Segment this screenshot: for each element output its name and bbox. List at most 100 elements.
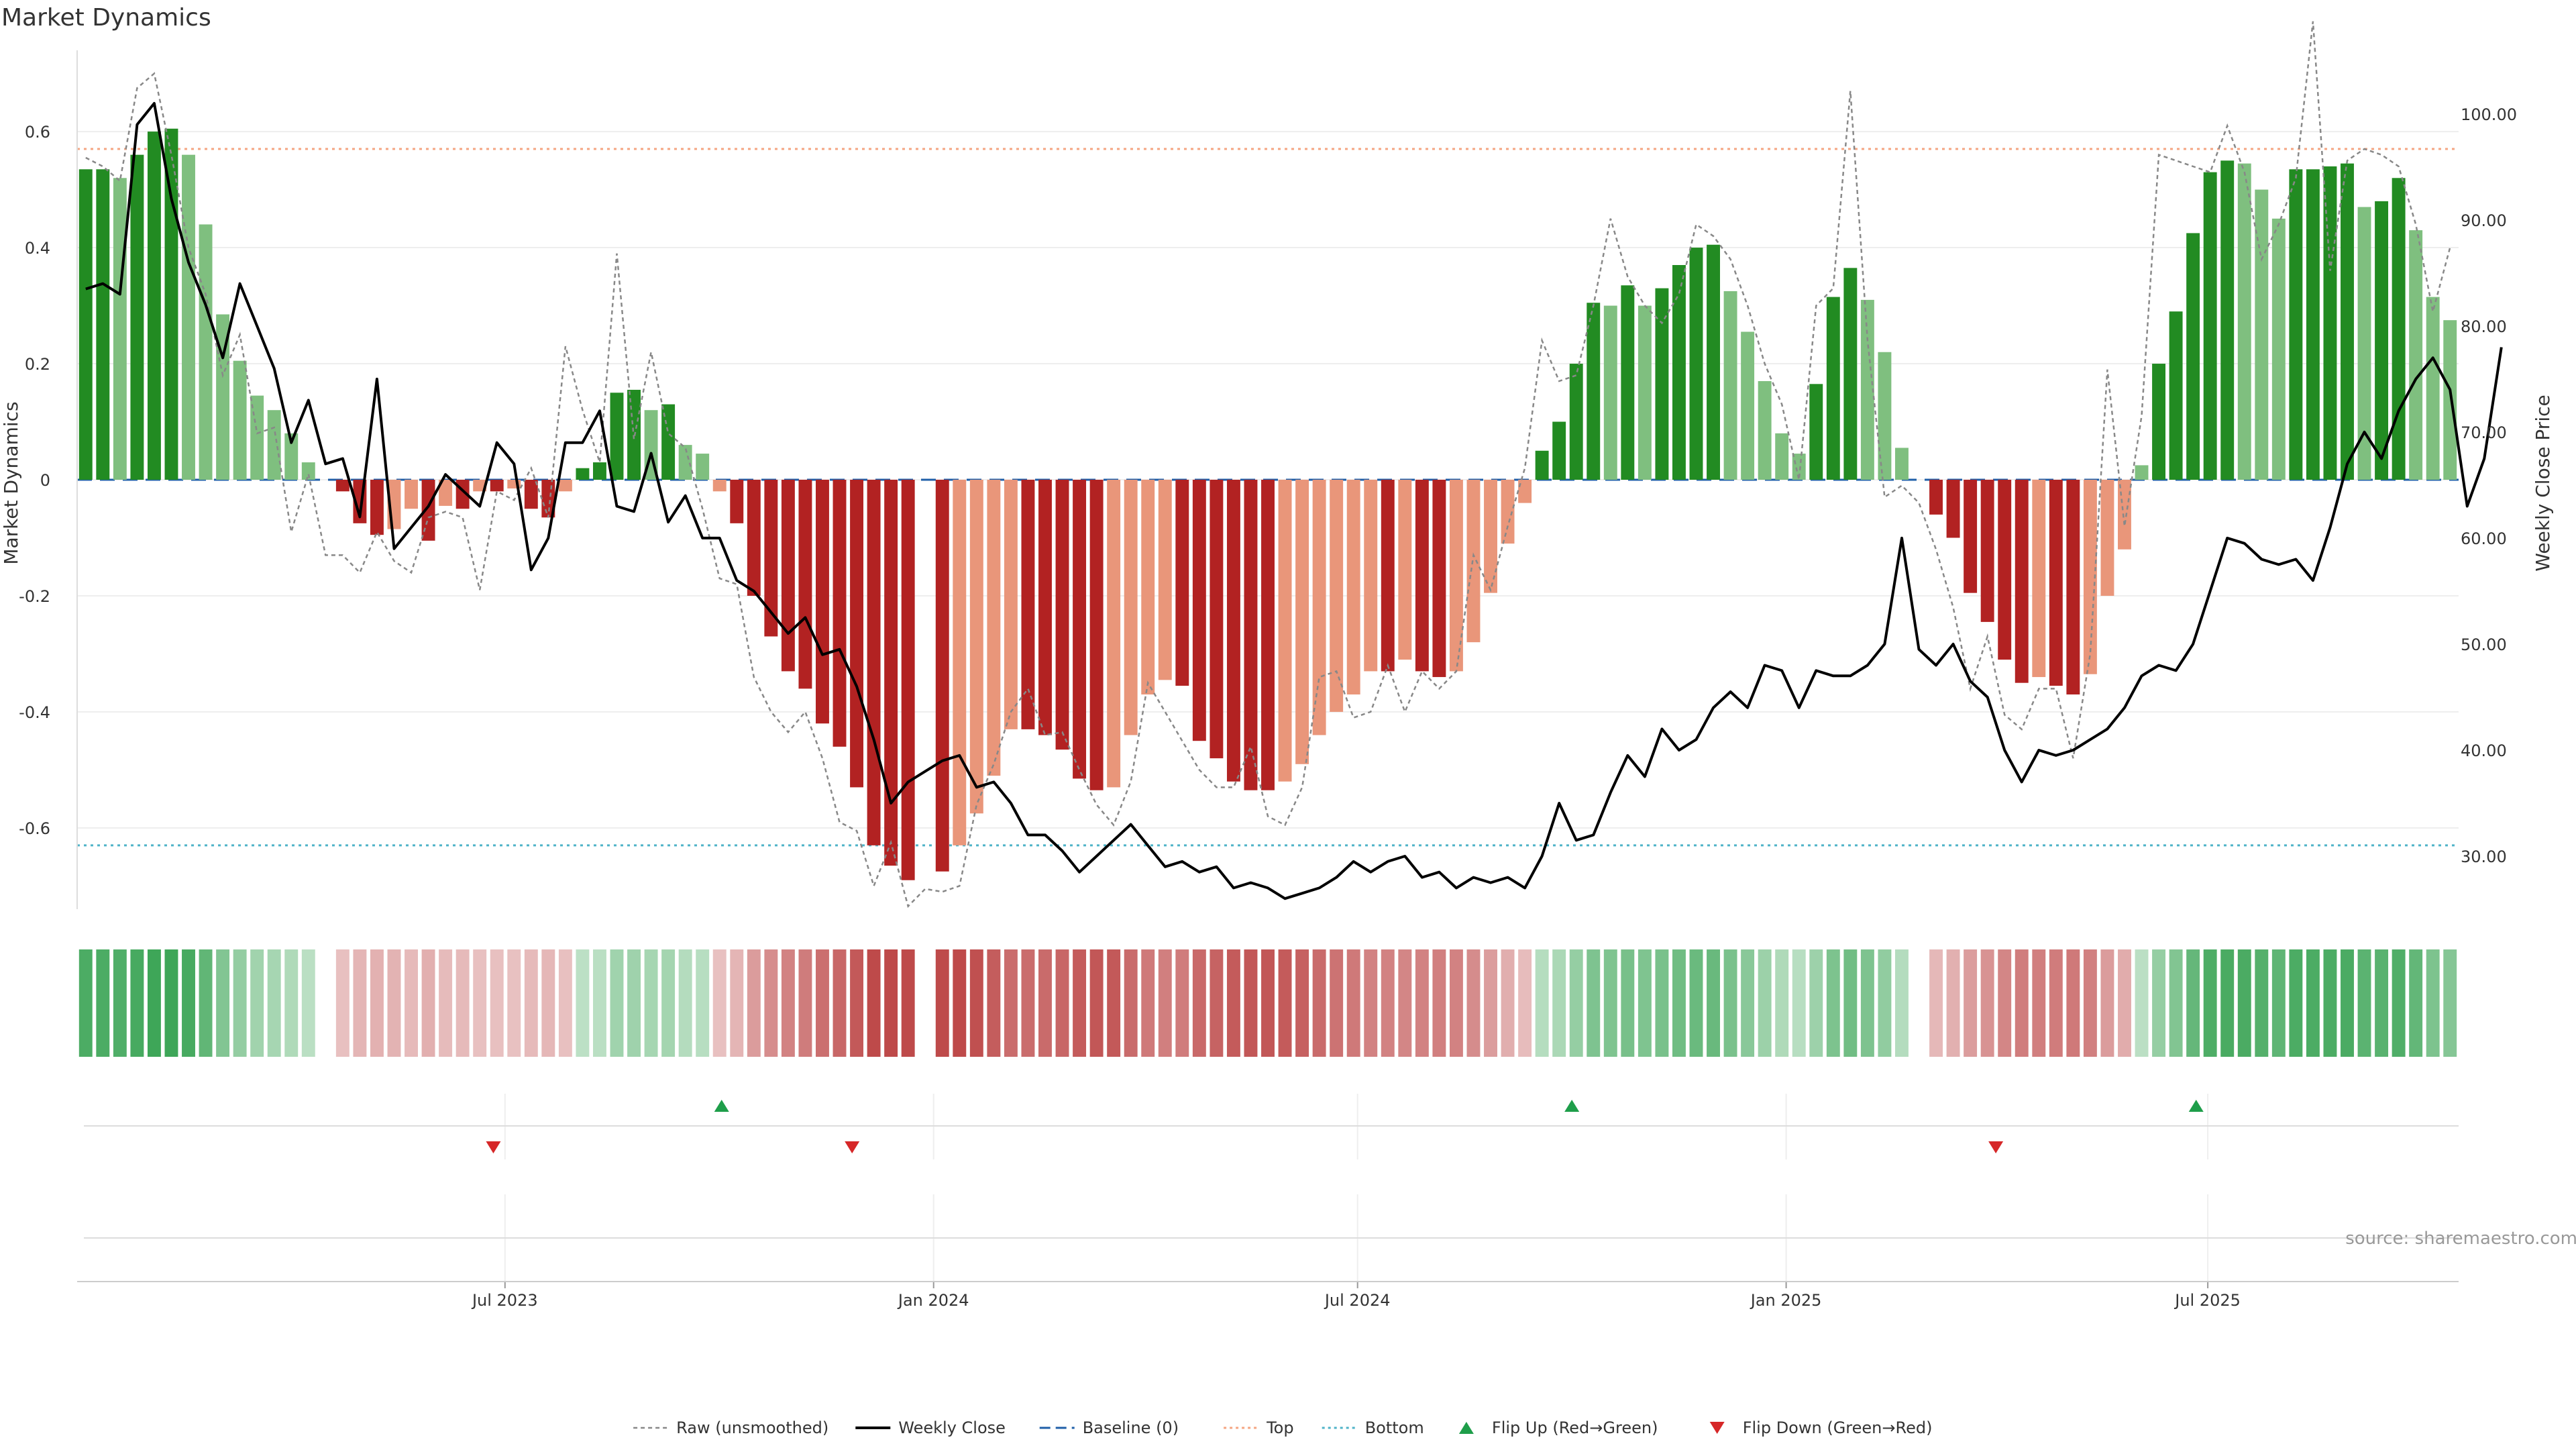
regime-strip-cell [301,949,315,1057]
raw-unsmoothed-line [85,21,2451,909]
regime-strip-cell [1038,949,1052,1057]
market-dynamics-bar [678,445,692,480]
regime-strip-cell [850,949,864,1057]
regime-strip-cell [696,949,710,1057]
market-dynamics-bar [2237,163,2251,480]
market-dynamics-bar [798,480,812,689]
regime-strip-cell [1980,949,1994,1057]
regime-strip-cell [1278,949,1292,1057]
market-dynamics-bar [2066,480,2080,694]
regime-strip-cell [113,949,127,1057]
market-dynamics-bar [1929,480,1943,515]
weekly-close-line [85,102,2503,900]
regime-strip-cell [610,949,624,1057]
legend: Raw (unsmoothed) Weekly Close Baseline (0)… [633,1418,1932,1437]
regime-strip-cell [2152,949,2166,1057]
regime-strip-cell [1158,949,1172,1057]
regime-strip-cell [182,949,195,1057]
chart-title: Market Dynamics [1,4,211,32]
flip-down-marker [845,1141,860,1153]
regime-strip-cell [1089,949,1104,1057]
market-dynamics-bar [2186,233,2200,480]
market-dynamics-bar [284,433,299,480]
legend-label: Weekly Close [898,1418,1006,1437]
regime-strip-cell [1809,949,1823,1057]
market-dynamics-bar [576,468,590,480]
market-dynamics-bar [1244,480,1258,790]
axes-layer: -0.6 -0.4 -0.2 0 0.2 0.4 0.6 30.00 40.00 50.00 60.… [19,50,2517,1310]
market-dynamics-bar [1261,480,1275,790]
regime-strip-cell [592,949,606,1057]
market-dynamics-bar [147,132,161,480]
market-dynamics-bar [610,393,624,480]
market-dynamics-bar [1792,454,1806,480]
regime-strip-cell [2409,949,2423,1057]
market-dynamics-bar [850,480,864,788]
legend-label: Flip Up (Red→Green) [1492,1418,1658,1437]
legend-label: Baseline (0) [1083,1418,1179,1437]
regime-strip-cell [627,949,641,1057]
regime-strip-cell [1964,949,1978,1057]
regime-strip-cell [2169,949,2183,1057]
market-dynamics-bar [1775,433,1789,480]
market-dynamics-bar [1826,297,1840,480]
regime-strip-cell [164,949,178,1057]
regime-strip-cell [1449,949,1463,1057]
regime-strip-cell [1055,949,1069,1057]
regime-strip-cell [1929,949,1943,1057]
regime-strip-cell [1535,949,1549,1057]
regime-strip-cell [884,949,898,1057]
regime-strip-cell [405,949,418,1057]
regime-strip-cell [1826,949,1840,1057]
market-dynamics-bar [233,360,247,480]
regime-strip-cell [2289,949,2303,1057]
market-dynamics-bar [2323,166,2337,480]
market-dynamics-bar [1603,305,1617,480]
market-dynamics-bar [901,480,915,880]
y-left-tick-label: 0.4 [25,239,50,258]
regime-strip-cell [507,949,521,1057]
regime-strip-cell [2341,949,2354,1057]
regime-strip-cell [2237,949,2251,1057]
legend-item-flip-up: Flip Up (Red→Green) [1458,1418,1658,1437]
y-right-tick-label: 90.00 [2461,211,2507,230]
right-axis-label: Weekly Close Price [2532,395,2554,571]
regime-strip-cell [730,949,744,1057]
regime-strip-cell [678,949,692,1057]
regime-strip-cell [387,949,401,1057]
regime-strip-cell [1946,949,1960,1057]
market-dynamics-bar [1638,305,1652,480]
regime-strip-cell [901,949,915,1057]
market-dynamics-bar [1038,480,1052,735]
market-dynamics-bar [1535,450,1549,480]
market-dynamics-bar [2118,480,2131,550]
regime-strip-cell [1518,949,1532,1057]
market-dynamics-bar [1330,480,1344,712]
regime-strip-cell [541,949,555,1057]
market-dynamics-bar [439,480,453,506]
legend-item-bottom: Bottom [1322,1418,1424,1437]
market-dynamics-bar [130,154,144,480]
regime-strip-cell [1073,949,1087,1057]
market-dynamics-bar [730,480,744,523]
regime-strip-cell [1707,949,1720,1057]
market-dynamics-bar [696,454,710,480]
regime-strip-cell [1364,949,1378,1057]
market-dynamics-bar [2015,480,2029,683]
legend-label: Bottom [1365,1418,1424,1437]
regime-strip-cell [661,949,676,1057]
regime-strip-cell [2357,949,2371,1057]
market-dynamics-bar [1295,480,1309,764]
regime-strip-cell [524,949,538,1057]
market-dynamics-bar [1501,480,1515,544]
legend-label: Flip Down (Green→Red) [1743,1418,1933,1437]
market-dynamics-bar [370,480,384,535]
market-dynamics-bar [2271,218,2286,480]
market-dynamics-bar [164,128,178,480]
regime-strip-cell [1330,949,1344,1057]
market-dynamics-bar [2203,172,2217,480]
legend-label: Top [1266,1418,1294,1437]
market-dynamics-bar [2392,178,2406,480]
regime-strip-cell [1638,949,1652,1057]
